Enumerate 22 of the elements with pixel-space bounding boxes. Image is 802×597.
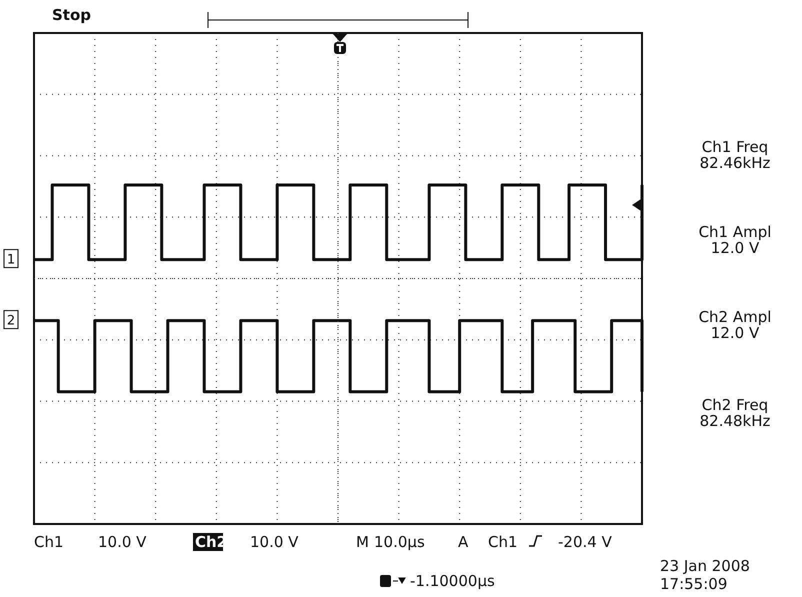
text: 17:55:09 (660, 575, 728, 593)
series-label: 1 (6, 252, 16, 268)
text: Ch1 Ampl (698, 223, 772, 241)
text: 10.0 V (250, 533, 300, 551)
text: -20.4 V (558, 533, 613, 551)
text: -1.10000µs (410, 572, 495, 590)
text: Ch1 (488, 533, 518, 551)
text: Ch1 Freq (702, 138, 768, 156)
text: Ch2 Freq (702, 396, 768, 414)
text: A (458, 533, 469, 551)
text: 10.0 V (98, 533, 148, 551)
text: 82.48kHz (700, 412, 771, 430)
text: M (356, 533, 369, 551)
text: Stop (52, 6, 92, 24)
text: Ch2 Ampl (698, 308, 772, 326)
text: 12.0 V (710, 324, 760, 342)
text: 10.0µs (374, 533, 425, 551)
text: 82.46kHz (700, 154, 771, 172)
text: 23 Jan 2008 (660, 557, 750, 575)
series-label: 2 (6, 314, 16, 329)
text: Ch1 (34, 533, 64, 551)
text: 12.0 V (710, 239, 760, 257)
